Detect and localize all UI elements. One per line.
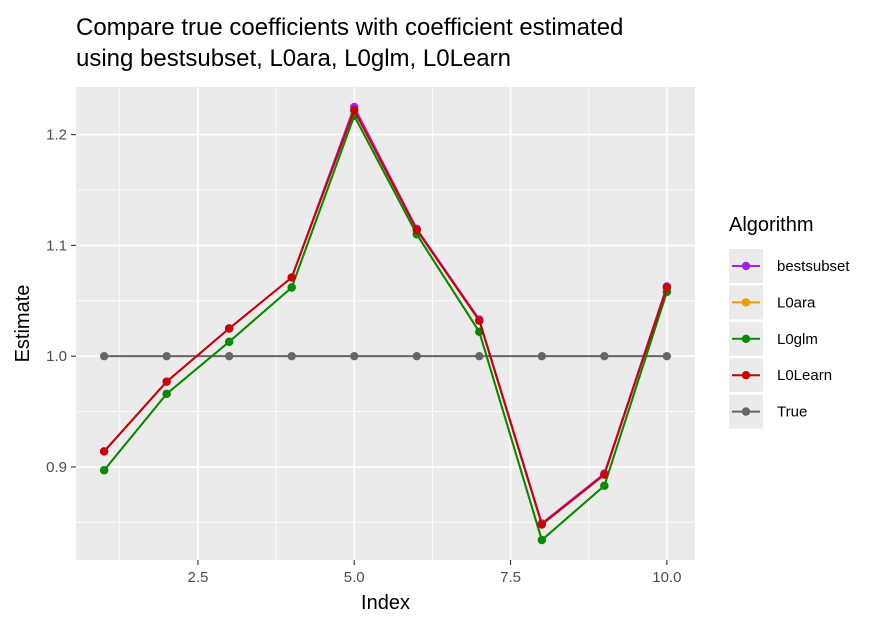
point-true <box>224 351 234 361</box>
point-true <box>412 351 421 361</box>
x-axis-title: Index <box>361 592 410 614</box>
point-true <box>287 351 296 361</box>
legend-label-l0learn: L0Learn <box>777 367 832 384</box>
point-l0glm <box>162 389 171 399</box>
point-l0learn <box>475 316 484 325</box>
x-axis: 2.5 5.0 7.5 10.0 <box>187 560 681 586</box>
legend-key-point <box>741 298 751 307</box>
point-l0glm <box>99 466 109 475</box>
point-true <box>475 351 484 361</box>
point-l0learn <box>537 520 547 529</box>
point-l0learn <box>662 283 672 292</box>
x-tick-label: 5.0 <box>344 569 365 586</box>
legend-title: Algorithm <box>729 214 813 236</box>
point-true <box>162 351 171 361</box>
series-true <box>99 351 672 361</box>
legend-label-l0glm: L0glm <box>777 331 818 348</box>
x-tick-label: 2.5 <box>187 569 208 586</box>
line-l0glm <box>103 114 668 542</box>
point-l0learn <box>224 324 234 333</box>
chart-title-line-2: using bestsubset, L0ara, L0glm, L0Learn <box>76 45 511 72</box>
grid-minor <box>76 87 695 560</box>
y-tick-label: 1.0 <box>46 348 67 365</box>
legend-label-l0ara: L0ara <box>777 294 816 311</box>
y-tick-label: 1.2 <box>46 127 67 144</box>
point-l0learn <box>162 377 171 386</box>
point-true <box>537 351 547 361</box>
x-tick-label: 7.5 <box>500 569 521 586</box>
point-l0learn <box>600 470 609 479</box>
point-true <box>350 351 359 361</box>
point-l0learn <box>287 273 296 282</box>
series-layer <box>99 102 672 545</box>
point-l0glm <box>600 481 609 490</box>
legend-item-l0learn: L0Learn <box>729 358 832 393</box>
legend-label-true: True <box>777 404 807 421</box>
point-l0glm <box>287 283 296 292</box>
point-l0glm <box>537 535 547 545</box>
legend: Algorithm bestsubset L0ara L0glm L0Learn Tru… <box>729 214 850 429</box>
point-true <box>99 351 109 361</box>
legend-item-true: True <box>729 394 807 429</box>
legend-item-l0glm: L0glm <box>729 321 818 356</box>
y-axis: 0.9 1.0 1.1 1.2 <box>46 127 76 476</box>
legend-item-l0ara: L0ara <box>729 285 816 320</box>
point-l0learn <box>350 106 359 115</box>
point-l0learn <box>99 447 109 456</box>
y-axis-title: Estimate <box>12 285 34 363</box>
legend-key-point <box>741 407 751 416</box>
point-l0learn <box>412 225 421 235</box>
legend-key-point <box>741 371 751 380</box>
point-l0glm <box>224 337 234 346</box>
point-true <box>600 351 609 361</box>
point-true <box>662 351 672 361</box>
legend-key-point <box>741 261 751 271</box>
chart-title-line-1: Compare true coefficients with coefficie… <box>76 14 623 41</box>
legend-label-bestsubset: bestsubset <box>777 258 850 275</box>
y-tick-label: 0.9 <box>46 459 67 476</box>
y-tick-label: 1.1 <box>46 237 67 254</box>
x-tick-label: 10.0 <box>652 569 681 586</box>
series-l0learn <box>99 106 672 529</box>
legend-item-bestsubset: bestsubset <box>729 249 850 283</box>
legend-key-point <box>741 334 751 343</box>
line-l0learn <box>103 109 668 526</box>
